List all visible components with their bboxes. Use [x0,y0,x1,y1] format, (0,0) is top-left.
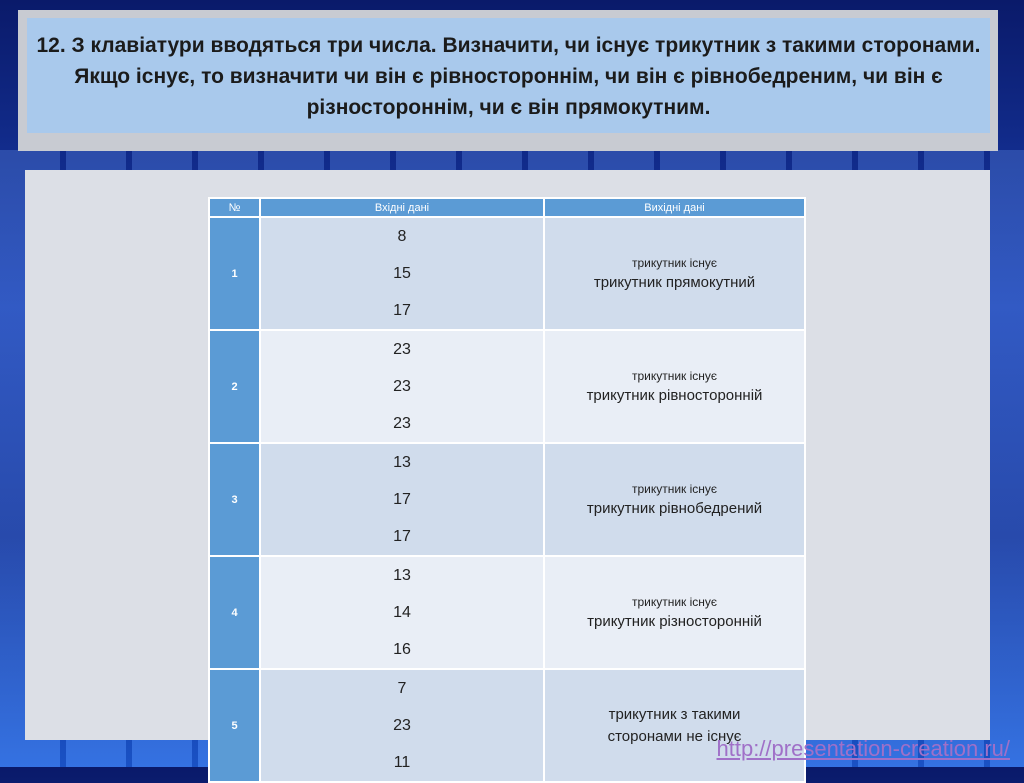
output-type: трикутник рівносторонній [586,387,763,404]
row-number: 5 [208,668,261,783]
output-type: трикутник рівнобедрений [586,500,763,517]
output-type: трикутник різносторонній [587,613,762,630]
table-row: 4 13 14 16 трикутник існує трикутник різнос… [208,555,806,670]
table-row: 1 8 15 17 трикутник існує трикутник прямоку… [208,216,806,331]
output-exists: трикутник існує [631,256,718,270]
input-values: 23 23 23 [259,329,545,444]
header-input: Вхідні дані [259,197,545,218]
output-cell: трикутник існує трикутник прямокутний [543,216,806,331]
table-header: № Вхідні дані Вихідні дані [208,197,806,218]
input-value: 23 [393,717,411,734]
output-cell: трикутник існує трикутник рівнобедрений [543,442,806,557]
slide-title: 12. З клавіатури вводяться три числа. Ви… [27,18,990,133]
input-value: 23 [393,378,411,395]
row-number: 4 [208,555,261,670]
output-cell: трикутник існує трикутник рівносторонній [543,329,806,444]
output-cell: трикутник з такими сторонами не існує [543,668,806,783]
input-value: 23 [393,341,411,358]
input-value: 11 [393,754,411,771]
input-value: 8 [397,228,407,245]
row-number: 2 [208,329,261,444]
table-row: 5 7 23 11 трикутник з такими сторонами не … [208,668,806,783]
input-value: 13 [393,567,411,584]
table-row: 2 23 23 23 трикутник існує трикутник рівнос… [208,329,806,444]
header-number: № [208,197,261,218]
results-table: № Вхідні дані Вихідні дані 1 8 15 17 трику… [208,197,806,783]
row-number: 3 [208,442,261,557]
input-value: 15 [393,265,411,282]
output-exists: трикутник існує [631,595,718,609]
input-values: 13 14 16 [259,555,545,670]
input-value: 17 [393,491,411,508]
input-value: 16 [393,641,411,658]
output-cell: трикутник існує трикутник різносторонній [543,555,806,670]
table-row: 3 13 17 17 трикутник існує трикутник рівноб… [208,442,806,557]
footer-link[interactable]: http://presentation-creation.ru/ [716,736,1011,761]
input-values: 8 15 17 [259,216,545,331]
input-value: 13 [393,454,411,471]
row-number: 1 [208,216,261,331]
input-value: 17 [393,302,411,319]
header-output: Вихідні дані [543,197,806,218]
input-value: 17 [393,528,411,545]
input-value: 23 [393,415,411,432]
output-exists: трикутник існує [631,482,718,496]
output-exists: трикутник існує [631,369,718,383]
output-type: трикутник прямокутний [593,274,756,291]
input-value: 14 [393,604,411,621]
input-values: 13 17 17 [259,442,545,557]
input-value: 7 [397,680,407,697]
output-type: трикутник з такими сторонами не існує [607,705,742,745]
input-values: 7 23 11 [259,668,545,783]
